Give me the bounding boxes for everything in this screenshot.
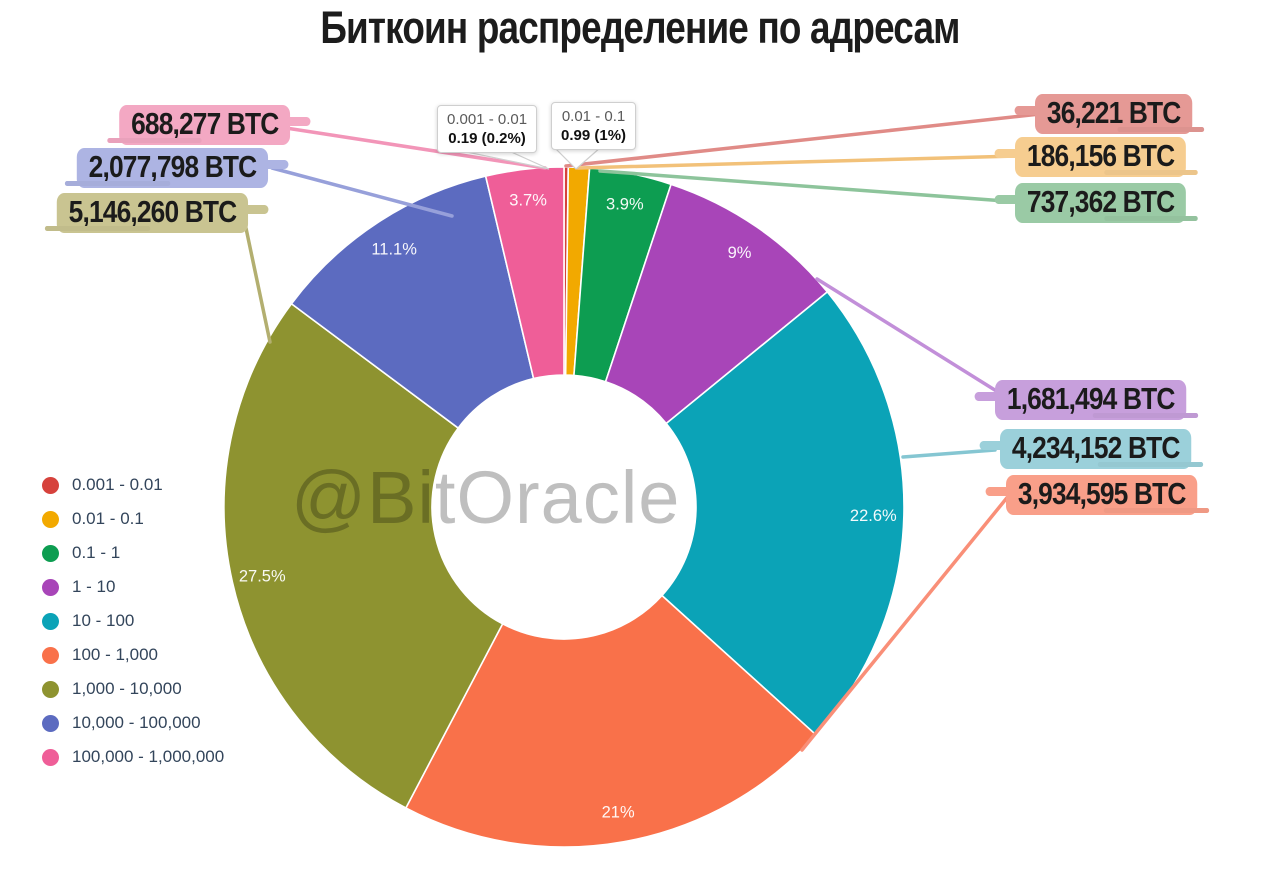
slice-1000-10000[interactable] (223, 302, 504, 809)
btc-amount-label: 5,146,260 BTC (56, 193, 269, 233)
legend-item-label: 100 - 1,000 (72, 645, 159, 664)
btc-amount-label: 186,156 BTC (994, 137, 1187, 177)
callout-connector-line (564, 112, 1042, 168)
legend-item-label: 0.01 - 0.1 (72, 509, 144, 528)
legend-swatch-icon (42, 578, 59, 596)
legend-item-label: 10 - 100 (72, 611, 135, 630)
callout-connector-line (598, 169, 1020, 204)
btc-amount-label: 688,277 BTC (118, 105, 311, 145)
slice-10000-100000[interactable] (290, 175, 535, 429)
legend-item-1000-10000[interactable]: 1,000 - 10,000 (42, 679, 224, 698)
legend-item-label: 0.001 - 0.01 (72, 475, 163, 494)
legend: 0.001 - 0.01 0.01 - 0.1 0.1 - 1 1 - 10 10 - … (42, 475, 225, 782)
btc-amount-label: 3,934,595 BTC (985, 475, 1198, 515)
slice-percent-label: 27.5% (239, 567, 286, 585)
legend-item-1-10[interactable]: 1 - 10 (42, 577, 224, 596)
slice-percent-label: 3.7% (509, 192, 547, 210)
tooltip-smallest-range: 0.001 - 0.01 0.19 (0.2%) (437, 105, 538, 153)
legend-item-10000-100000[interactable]: 10,000 - 100,000 (42, 713, 224, 732)
legend-swatch-icon (42, 510, 59, 528)
slice-percent-label: 11.1% (371, 240, 417, 258)
legend-swatch-icon (42, 714, 59, 732)
slice-percent-label: 9% (728, 244, 752, 262)
watermark: @BitOracle (291, 456, 681, 539)
tooltip-range-text: 0.01 - 0.1 (561, 108, 626, 125)
tooltip-value-text: 0.19 (0.2%) (448, 130, 526, 147)
legend-item-label: 10,000 - 100,000 (72, 713, 201, 732)
slice-percent-label: 21% (602, 804, 635, 822)
legend-item-0.001-0.01[interactable]: 0.001 - 0.01 (42, 475, 224, 494)
legend-item-10-100[interactable]: 10 - 100 (42, 611, 224, 630)
slice-100-1000[interactable] (405, 594, 817, 848)
tooltip-small-range: 0.01 - 0.1 0.99 (1%) (551, 102, 637, 150)
legend-swatch-icon (42, 544, 59, 562)
callout-connector-line (800, 492, 1012, 752)
slice-1-10[interactable] (604, 183, 829, 425)
tooltip-range-text: 0.001 - 0.01 (447, 111, 528, 128)
tooltip-pointer-icon (461, 150, 550, 170)
legend-item-100000-1000000[interactable]: 100,000 - 1,000,000 (42, 747, 225, 766)
callout-connector-line (901, 448, 997, 459)
btc-amount-label: 4,234,152 BTC (979, 429, 1192, 469)
callout-connector-line (270, 166, 454, 218)
legend-swatch-icon (42, 646, 59, 664)
legend-item-100-1000[interactable]: 100 - 1,000 (42, 645, 224, 664)
legend-item-label: 0.1 - 1 (72, 543, 121, 562)
btc-amount-label: 1,681,494 BTC (974, 380, 1187, 420)
tooltip-pointer-icon (554, 146, 603, 170)
btc-amount-label: 2,077,798 BTC (76, 148, 289, 188)
callout-connector-line (576, 154, 1020, 170)
callout-connector-line (241, 212, 272, 344)
slice-percent-label: 22.6% (850, 507, 897, 525)
legend-item-label: 1,000 - 10,000 (72, 679, 182, 698)
btc-amount-label: 36,221 BTC (1014, 94, 1193, 134)
legend-item-0.01-0.1[interactable]: 0.01 - 0.1 (42, 509, 224, 528)
tooltip-value-text: 0.99 (1%) (561, 127, 627, 144)
callout-connector-line (284, 126, 547, 170)
legend-item-label: 1 - 10 (72, 577, 116, 596)
page-title: Биткоин распределение по адресам (320, 2, 960, 53)
legend-swatch-icon (42, 680, 59, 698)
slice-100000-1000000[interactable] (484, 166, 565, 380)
legend-swatch-icon (42, 476, 59, 494)
legend-item-label: 100,000 - 1,000,000 (72, 747, 225, 766)
slice-percent-label: 3.9% (606, 196, 644, 214)
legend-swatch-icon (42, 612, 59, 630)
btc-amount-label: 737,362 BTC (994, 183, 1187, 223)
legend-swatch-icon (42, 748, 59, 766)
callout-connector-line (815, 277, 1000, 394)
legend-item-0.1-1[interactable]: 0.1 - 1 (42, 543, 224, 562)
